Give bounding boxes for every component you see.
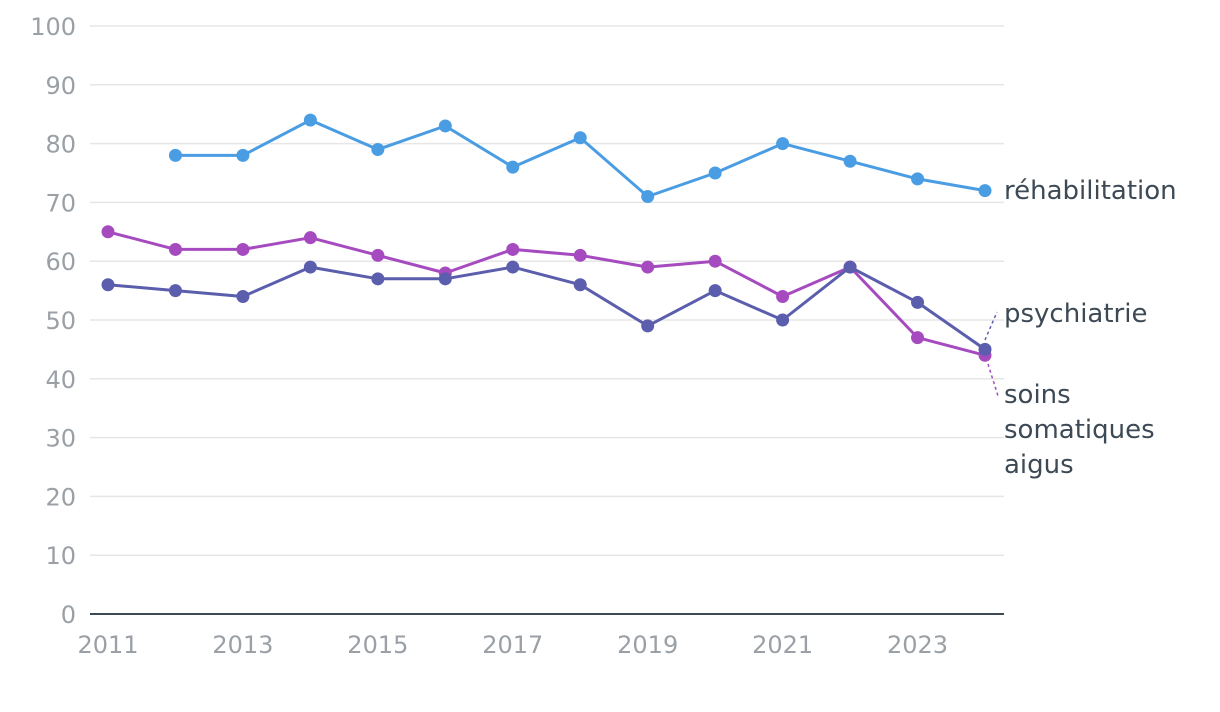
y-tick-label-100: 100 xyxy=(30,13,76,41)
series-line-soins-somatiques-aigus xyxy=(107,230,986,357)
data-point-psychiatrie-2014 xyxy=(303,260,317,274)
data-point-réhabilitation-2018 xyxy=(573,131,587,145)
series-label-soins-somatiques-aigus-1: soins xyxy=(1004,380,1071,410)
y-tick-label-0: 0 xyxy=(61,601,76,629)
data-point-réhabilitation-2014 xyxy=(303,113,317,127)
series-label-soins-somatiques-aigus-3: aigus xyxy=(1004,450,1074,480)
data-point-réhabilitation-2019 xyxy=(641,190,655,204)
data-point-soins-somatiques-aigus-2012 xyxy=(168,242,182,256)
data-point-soins-somatiques-aigus-2013 xyxy=(236,242,250,256)
data-point-réhabilitation-2024 xyxy=(978,184,992,198)
data-point-psychiatrie-2022 xyxy=(843,260,857,274)
x-tick-label-2019: 2019 xyxy=(617,631,678,659)
y-tick-label-50: 50 xyxy=(45,307,76,335)
series-line-psychiatrie xyxy=(107,265,986,351)
leader-line-soins-somatiques-aigus xyxy=(987,363,999,397)
data-point-psychiatrie-2021 xyxy=(776,313,790,327)
data-point-réhabilitation-2013 xyxy=(236,148,250,162)
series-soins-somatiques-aigus xyxy=(101,225,992,362)
y-tick-label-30: 30 xyxy=(45,425,76,453)
data-point-psychiatrie-2012 xyxy=(168,284,182,298)
data-point-soins-somatiques-aigus-2017 xyxy=(506,242,520,256)
x-tick-label-2017: 2017 xyxy=(482,631,543,659)
data-point-psychiatrie-2018 xyxy=(573,278,587,292)
y-tick-label-10: 10 xyxy=(45,542,76,570)
data-point-psychiatrie-2016 xyxy=(438,272,452,286)
data-point-soins-somatiques-aigus-2023 xyxy=(911,331,925,345)
y-tick-label-20: 20 xyxy=(45,483,76,511)
data-point-psychiatrie-2015 xyxy=(371,272,385,286)
data-point-soins-somatiques-aigus-2014 xyxy=(303,231,317,245)
series-psychiatrie xyxy=(101,260,992,356)
data-point-psychiatrie-2019 xyxy=(641,319,655,333)
series-réhabilitation xyxy=(168,113,992,204)
series-group xyxy=(101,113,992,362)
y-tick-label-40: 40 xyxy=(45,366,76,394)
data-point-psychiatrie-2013 xyxy=(236,289,250,303)
series-labels: réhabilitation soins somatiques aigus psychi… xyxy=(984,176,1177,480)
data-point-psychiatrie-2020 xyxy=(708,284,722,298)
x-tick-label-2023: 2023 xyxy=(887,631,948,659)
data-point-soins-somatiques-aigus-2015 xyxy=(371,248,385,262)
data-point-réhabilitation-2020 xyxy=(708,166,722,180)
data-point-soins-somatiques-aigus-2019 xyxy=(641,260,655,274)
x-tick-label-2015: 2015 xyxy=(347,631,408,659)
y-tick-label-70: 70 xyxy=(45,189,76,217)
data-point-réhabilitation-2023 xyxy=(911,172,925,186)
y-axis-ticks: 0 10 20 30 40 50 60 70 80 90 100 xyxy=(30,13,76,629)
series-label-réhabilitation: réhabilitation xyxy=(1004,176,1177,206)
data-point-psychiatrie-2024 xyxy=(978,342,992,356)
data-point-soins-somatiques-aigus-2011 xyxy=(101,225,115,239)
data-point-soins-somatiques-aigus-2018 xyxy=(573,248,587,262)
data-point-soins-somatiques-aigus-2021 xyxy=(776,289,790,303)
series-label-psychiatrie: psychiatrie xyxy=(1004,299,1147,329)
leader-line-psychiatrie xyxy=(984,311,998,341)
data-point-réhabilitation-2021 xyxy=(776,137,790,151)
data-point-réhabilitation-2017 xyxy=(506,160,520,174)
data-point-psychiatrie-2017 xyxy=(506,260,520,274)
data-point-psychiatrie-2011 xyxy=(101,278,115,292)
series-label-soins-somatiques-aigus-2: somatiques xyxy=(1004,415,1155,445)
x-tick-label-2011: 2011 xyxy=(77,631,138,659)
x-tick-label-2013: 2013 xyxy=(212,631,273,659)
data-point-réhabilitation-2022 xyxy=(843,154,857,168)
x-axis-ticks: 2011 2013 2015 2017 2019 2021 2023 xyxy=(77,631,948,659)
data-point-réhabilitation-2015 xyxy=(371,142,385,156)
data-point-psychiatrie-2023 xyxy=(911,295,925,309)
data-point-réhabilitation-2016 xyxy=(438,119,452,133)
y-tick-label-80: 80 xyxy=(45,131,76,159)
data-point-réhabilitation-2012 xyxy=(168,148,182,162)
grid-lines xyxy=(90,25,1004,556)
x-tick-label-2021: 2021 xyxy=(752,631,813,659)
y-tick-label-60: 60 xyxy=(45,248,76,276)
y-tick-label-90: 90 xyxy=(45,72,76,100)
data-point-soins-somatiques-aigus-2020 xyxy=(708,254,722,268)
